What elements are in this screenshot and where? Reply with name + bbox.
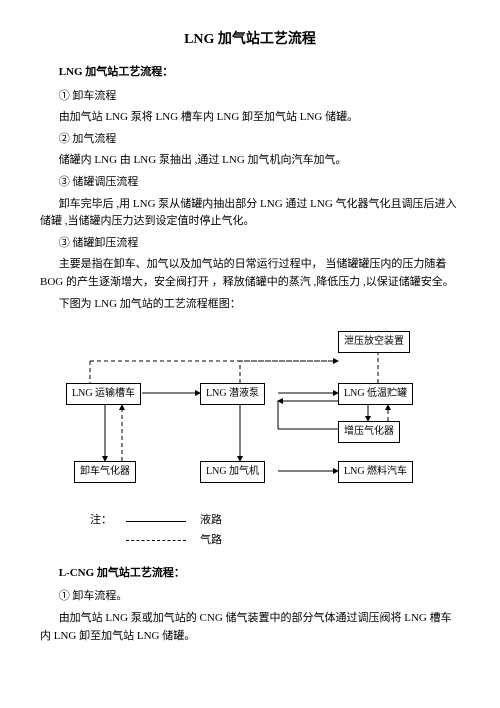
- s2-item1-header: ① 卸车流程。: [40, 588, 460, 606]
- item2-header: ② 加气流程: [40, 131, 460, 149]
- item3-text: 卸车完毕后 ,用 LNG 泵从储罐内抽出部分 LNG 通过 LNG 气化器气化且…: [40, 196, 460, 231]
- node-vent: 泄压放空装置: [338, 331, 410, 353]
- node-dispenser: LNG 加气机: [200, 461, 265, 483]
- item3-header: ③ 储罐调压流程: [40, 174, 460, 192]
- item1-text: 由加气站 LNG 泵将 LNG 槽车内 LNG 卸至加气站 LNG 储罐。: [40, 109, 460, 127]
- section2-heading: L-CNG 加气站工艺流程：: [40, 565, 460, 583]
- node-unloader: 卸车气化器: [74, 461, 136, 483]
- node-pump: LNG 潜液泵: [200, 383, 265, 405]
- node-vehicle: LNG 燃料汽车: [338, 461, 413, 483]
- legend-dashed-line: [126, 540, 186, 541]
- s2-item1-text: 由加气站 LNG 泵或加气站的 CNG 储气装置中的部分气体通过调压阀将 LNG…: [40, 610, 460, 645]
- legend-prefix: 注：: [90, 511, 112, 531]
- item1-header: ① 卸车流程: [40, 88, 460, 106]
- flow-diagram: 泄压放空装置 LNG 运输槽车 LNG 潜液泵 LNG 低温贮罐 增压气化器 卸…: [60, 321, 440, 501]
- diagram-caption: 下图为 LNG 加气站的工艺流程框图：: [40, 296, 460, 314]
- legend-solid-line: [126, 521, 186, 522]
- legend-liquid-label: 液路: [200, 511, 222, 531]
- legend-gas-label: 气路: [200, 531, 222, 551]
- legend: 注： 液路 注： 气路: [90, 511, 460, 551]
- page-title: LNG 加气站工艺流程: [40, 28, 460, 48]
- item4-text: 主要是指在卸车、加气以及加气站的日常运行过程中， 当储罐罐压内的压力随着 BOG…: [40, 256, 460, 291]
- node-tank: LNG 低温贮罐: [338, 383, 413, 405]
- node-truck: LNG 运输槽车: [66, 383, 141, 405]
- section1-heading: LNG 加气站工艺流程：: [40, 64, 460, 82]
- item2-text: 储罐内 LNG 由 LNG 泵抽出 ,通过 LNG 加气机向汽车加气。: [40, 152, 460, 170]
- node-booster: 增压气化器: [338, 421, 400, 443]
- item4-header: ③ 储罐卸压流程: [40, 235, 460, 253]
